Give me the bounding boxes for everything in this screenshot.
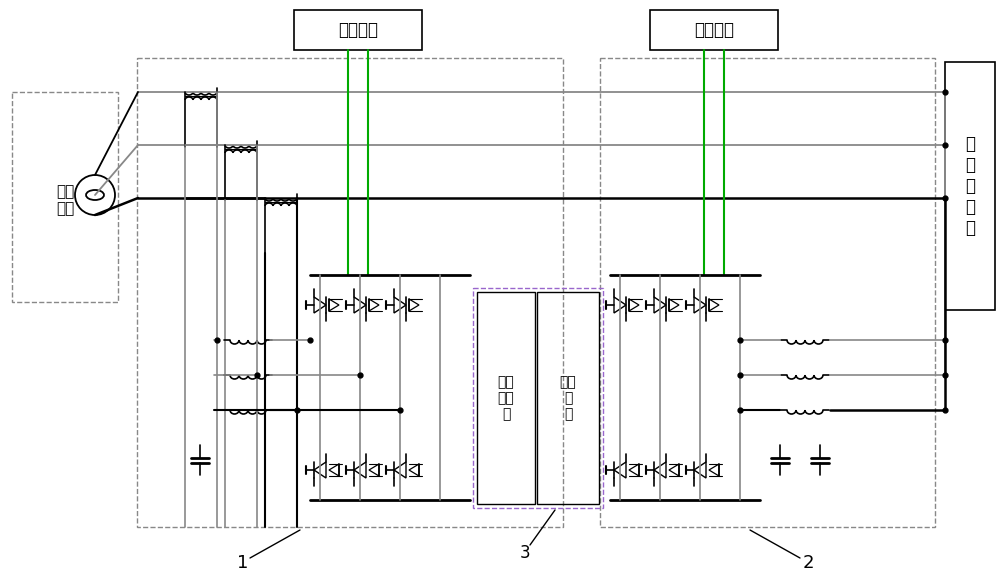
Bar [945, 62, 995, 310]
Text: 非
线
性
负
载: 非 线 性 负 载 [965, 135, 975, 237]
Bar [600, 58, 935, 527]
Bar [137, 58, 563, 527]
Bar [294, 10, 422, 50]
Bar [473, 288, 603, 508]
Bar [12, 92, 118, 302]
Text: 蓄电
池装
置: 蓄电 池装 置 [498, 375, 514, 421]
Text: 1: 1 [237, 554, 249, 572]
Text: 2: 2 [802, 554, 814, 572]
Text: 光伏
阵
列: 光伏 阵 列 [560, 375, 576, 421]
Text: 光伏并网: 光伏并网 [694, 21, 734, 39]
Bar [537, 292, 599, 504]
Text: 光伏并网: 光伏并网 [338, 21, 378, 39]
Bar [650, 10, 778, 50]
Text: 3: 3 [520, 544, 530, 562]
Bar [477, 292, 535, 504]
Text: 市电
配网: 市电 配网 [56, 184, 74, 216]
